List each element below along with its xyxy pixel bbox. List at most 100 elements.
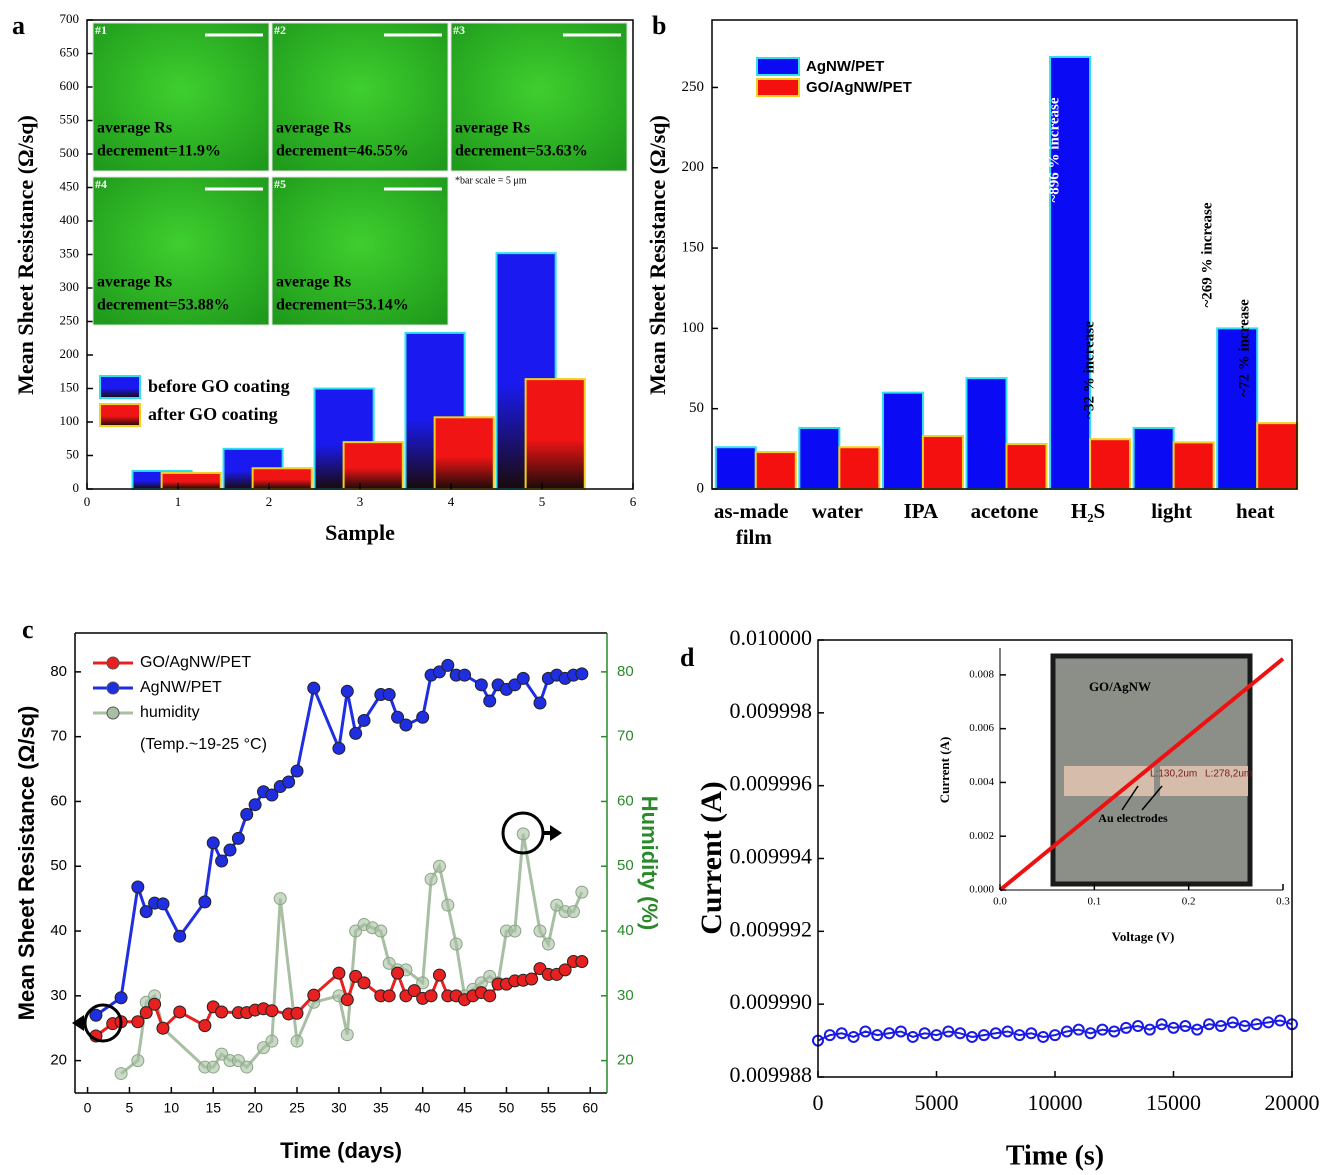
data-point (458, 668, 472, 682)
legend-swatch (756, 78, 800, 97)
data-point (1049, 1029, 1061, 1042)
length-label: L:278,2um (1205, 769, 1252, 780)
y-axis-label: Mean Sheet Resistance (Ω/sq) (645, 115, 670, 395)
x-tick-label: acetone (971, 499, 1039, 523)
y-axis-label: Current (A) (937, 737, 952, 804)
data-point (240, 1060, 254, 1074)
legend-label: before GO coating (148, 376, 290, 396)
y-tick-label: 150 (682, 240, 705, 256)
data-point (533, 696, 547, 710)
y-tick-label: 0.009994 (730, 844, 813, 869)
data-point (231, 831, 245, 845)
data-point (265, 788, 279, 802)
panel-label: a (12, 11, 25, 40)
data-point (215, 1005, 229, 1019)
micrograph-text: decrement=53.63% (455, 143, 588, 160)
y-tick-label: 300 (60, 279, 80, 294)
y-tick-label: 40 (617, 922, 634, 939)
x-tick-label: 5 (539, 494, 546, 509)
data-point (966, 1030, 979, 1043)
micrograph-caption: average Rs (97, 120, 172, 137)
y-tick-label: 0.009990 (730, 989, 813, 1014)
y-tick-label: 50 (50, 857, 67, 874)
data-point (823, 1029, 836, 1042)
y-tick-label: 40 (50, 922, 67, 939)
y-tick-label: 0.010000 (730, 625, 813, 650)
micrograph-caption: average Rs (276, 120, 351, 137)
y-tick-label: 50 (617, 857, 634, 874)
data-point (374, 924, 388, 938)
x-tick-label: IPA (904, 499, 939, 523)
x-tick-label: 10000 (1028, 1090, 1083, 1115)
annotation: ~896 % increase (1046, 97, 1062, 202)
x-tick-label: 50 (499, 1100, 515, 1116)
panel-label: c (22, 615, 34, 644)
data-point (1155, 1018, 1168, 1031)
y-tick-label: 50 (66, 446, 79, 461)
bar (714, 446, 757, 490)
y-tick-label: 0.004 (969, 776, 994, 788)
data-point (432, 859, 446, 873)
data-point (156, 1021, 170, 1035)
micrograph-label: #5 (274, 177, 286, 191)
electrode (1064, 766, 1154, 796)
y-tick-label: 20 (50, 1052, 67, 1069)
data-point (942, 1025, 955, 1038)
data-point (432, 968, 446, 982)
bar (160, 471, 222, 491)
annotation: ~32 % increase (1081, 321, 1097, 419)
y-tick-label: 700 (60, 11, 80, 26)
data-point (516, 827, 530, 841)
x-tick-label: 55 (541, 1100, 557, 1116)
data-point (871, 1029, 884, 1042)
data-point (1072, 1023, 1085, 1036)
y-tick-label: 30 (617, 987, 634, 1004)
data-point (307, 681, 321, 695)
legend-marker (106, 706, 120, 720)
y-tick-label: 0.002 (969, 830, 994, 842)
x-tick-label: 1 (175, 494, 182, 509)
legend-swatch (99, 375, 141, 399)
data-point (1131, 1020, 1144, 1033)
x-tick-label: 4 (448, 494, 455, 509)
data-point (575, 954, 589, 968)
y-tick-label: 400 (60, 212, 80, 227)
axis-arrow (550, 825, 562, 841)
data-point (474, 678, 488, 692)
bar (1005, 443, 1048, 491)
bar (251, 467, 313, 491)
x-tick-label: 60 (582, 1100, 598, 1116)
micrograph-caption: average Rs (276, 274, 351, 291)
x-tick-label: 0 (84, 494, 91, 509)
x-tick-label: 0 (813, 1090, 824, 1115)
y-tick-label: 60 (50, 792, 67, 809)
data-point (89, 1008, 103, 1022)
annotation: ~269 % increase (1199, 202, 1215, 307)
data-point (391, 710, 405, 724)
y-tick-label: 600 (60, 78, 80, 93)
legend-label: after GO coating (148, 404, 278, 424)
micrograph-text: decrement=46.55% (276, 143, 409, 160)
data-point (248, 798, 262, 812)
data-point (516, 671, 530, 685)
data-point (131, 1015, 145, 1029)
data-point (1096, 1023, 1109, 1036)
data-point (1120, 1021, 1133, 1034)
data-point (399, 718, 413, 732)
data-point (1084, 1027, 1097, 1040)
y-tick-label: 100 (60, 413, 80, 428)
y-tick-label: 0.000 (969, 884, 994, 896)
data-point (894, 1025, 907, 1038)
y-tick-label: 0.009996 (730, 771, 813, 796)
data-point (1108, 1025, 1121, 1038)
legend-label: AgNW/PET (140, 679, 222, 696)
data-point (198, 1019, 212, 1033)
data-point (575, 885, 589, 899)
y-tick-label: 350 (60, 245, 80, 260)
data-point (282, 775, 296, 789)
y-tick-label: 500 (60, 145, 80, 160)
data-point (290, 1034, 304, 1048)
bar (965, 377, 1008, 490)
bar (881, 391, 924, 490)
